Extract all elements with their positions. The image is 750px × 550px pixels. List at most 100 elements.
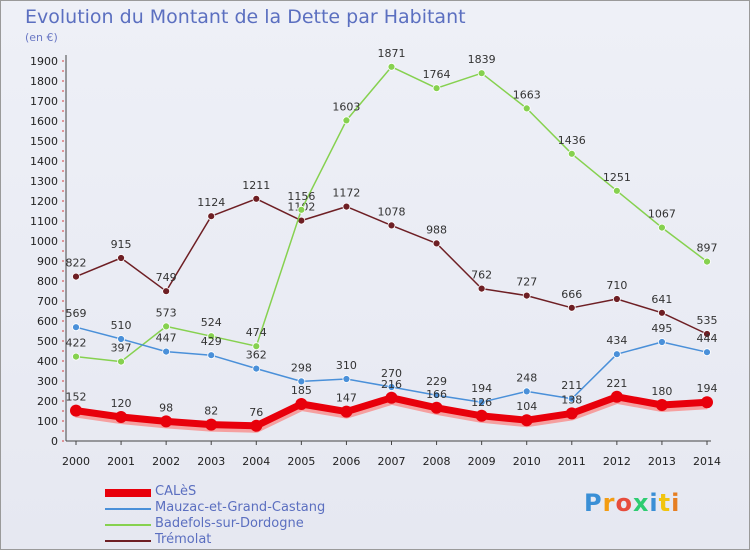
series-2: 422 397 573 524 474 1156 1603 1871 1764 1839 1663 1… <box>66 47 718 366</box>
data-label: 1839 <box>468 53 496 66</box>
data-point <box>658 338 666 346</box>
data-point <box>477 398 486 407</box>
x-tick-label: 2012 <box>603 455 631 468</box>
data-point <box>658 308 666 317</box>
data-point <box>342 375 351 383</box>
y-tick-label: 1300 <box>30 175 58 188</box>
logo-letter: i <box>671 489 681 517</box>
legend-label-tremolat: Trémolat <box>155 532 212 547</box>
data-label: 152 <box>66 391 87 404</box>
series-3: 8229157491124121111021172107898876272766… <box>66 179 718 338</box>
x-tick-label: 2009 <box>468 455 496 468</box>
data-label: 126 <box>471 396 492 409</box>
legend-label-badefols: Badefols-sur-Dordogne <box>155 516 304 531</box>
data-label: 120 <box>111 397 132 410</box>
x-tick-label: 2001 <box>107 455 135 468</box>
data-label: 1603 <box>332 100 360 113</box>
legend-label-cales: CALèS <box>155 484 197 499</box>
y-tick-label: 0 <box>51 435 58 448</box>
x-tick-label: 2007 <box>378 455 406 468</box>
data-point <box>72 352 80 361</box>
data-point <box>385 391 398 404</box>
data-point <box>565 407 578 420</box>
data-point <box>703 257 711 266</box>
proxiti-logo: Proxiti <box>584 489 680 517</box>
data-label: 447 <box>156 332 177 345</box>
logo-letter: r <box>602 489 616 517</box>
data-point <box>567 303 576 312</box>
legend-label-mauzac: Mauzac-et-Grand-Castang <box>155 500 326 515</box>
y-tick-label: 300 <box>37 375 58 388</box>
data-label: 211 <box>561 379 582 392</box>
data-point <box>567 149 576 158</box>
data-point <box>297 205 306 214</box>
data-label: 221 <box>606 377 627 390</box>
data-label: 641 <box>651 293 672 306</box>
data-label: 474 <box>246 326 267 339</box>
data-label: 727 <box>516 276 537 289</box>
data-point <box>522 104 531 113</box>
data-point <box>207 351 216 360</box>
y-tick-label: 1400 <box>30 155 58 168</box>
data-label: 362 <box>246 349 267 362</box>
data-label: 185 <box>291 384 312 397</box>
data-label: 1663 <box>513 88 541 101</box>
data-label: 1871 <box>378 47 406 60</box>
data-label: 216 <box>381 378 402 391</box>
x-tick-label: 2004 <box>242 455 270 468</box>
data-point <box>117 254 125 262</box>
logo-letter: o <box>615 489 633 517</box>
data-point <box>567 394 576 403</box>
data-point <box>340 405 353 418</box>
data-label: 495 <box>651 322 672 335</box>
series-1: 569 510 447 429 362 298 310 270 229 194 248 211 434 4… <box>66 307 718 407</box>
data-label: 248 <box>516 371 537 384</box>
y-tick-label: 1600 <box>30 115 58 128</box>
x-tick-label: 2010 <box>513 455 541 468</box>
data-point <box>430 401 443 414</box>
data-point <box>250 419 263 432</box>
x-tick-label: 2013 <box>648 455 676 468</box>
logo-letter: t <box>658 489 672 517</box>
data-point <box>612 186 621 195</box>
axes: 0 100 200 300 400 500 600 700 800 900 1000 1100 1200… <box>30 55 721 468</box>
data-label: 104 <box>516 400 537 413</box>
data-label: 510 <box>111 319 132 332</box>
data-label: 138 <box>561 393 582 406</box>
data-point <box>70 404 82 417</box>
line-chart: 0 100 200 300 400 500 600 700 800 900 1000 1100 1200… <box>30 47 721 468</box>
y-tick-label: 100 <box>37 415 58 428</box>
data-label: 82 <box>204 405 218 418</box>
data-label: 1172 <box>332 187 360 200</box>
data-label: 422 <box>66 337 87 350</box>
data-label: 1124 <box>197 196 225 209</box>
data-point <box>162 347 171 356</box>
data-point <box>160 415 173 428</box>
data-point <box>387 62 396 71</box>
data-point <box>610 390 623 403</box>
data-label: 229 <box>426 375 447 388</box>
data-label: 298 <box>291 361 312 374</box>
data-point <box>703 330 711 338</box>
data-point <box>520 414 533 427</box>
data-label: 822 <box>66 257 87 270</box>
data-label: 1156 <box>287 190 315 203</box>
data-point <box>655 399 668 411</box>
data-point <box>205 418 218 431</box>
unit-label: (en €) <box>25 31 58 44</box>
data-point <box>252 194 261 203</box>
x-tick-label: 2000 <box>62 455 90 468</box>
x-tick-label: 2011 <box>558 455 586 468</box>
data-label: 535 <box>697 314 718 327</box>
data-point <box>72 323 80 332</box>
data-point <box>477 284 486 293</box>
data-point <box>475 409 488 422</box>
data-label: 988 <box>426 223 447 236</box>
y-tick-label: 800 <box>37 275 58 288</box>
x-tick-label: 2008 <box>423 455 451 468</box>
data-label: 573 <box>156 306 177 319</box>
data-label: 1764 <box>423 68 451 81</box>
legend-swatch-cales <box>105 489 151 497</box>
data-point <box>387 221 396 230</box>
